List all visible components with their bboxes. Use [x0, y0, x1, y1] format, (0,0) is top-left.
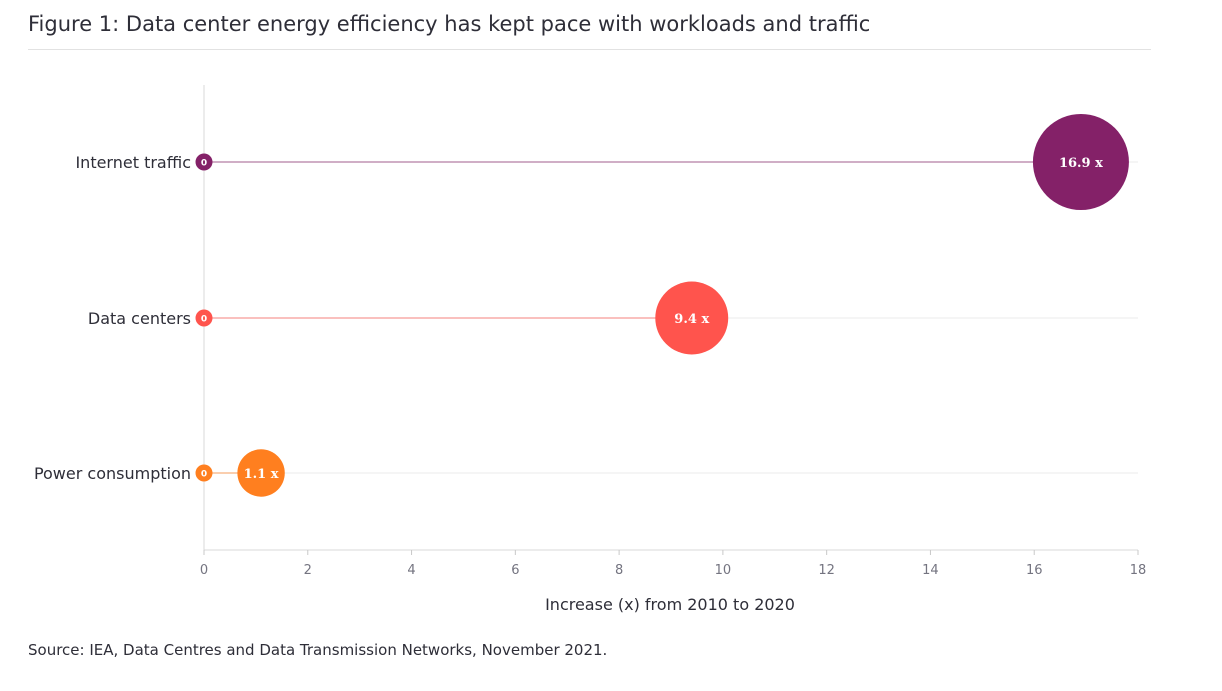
start-value-label: 0 [201, 470, 207, 480]
source-note: Source: IEA, Data Centres and Data Trans… [28, 641, 608, 659]
x-axis: 0 2 4 6 8 10 12 14 16 18 [200, 549, 1147, 578]
end-bubble [655, 281, 729, 355]
chart-title: Figure 1: Data center energy efficiency … [28, 12, 871, 36]
category-label: Power consumption [34, 464, 191, 483]
x-tick-label: 2 [304, 563, 312, 578]
x-tick-label: 8 [615, 563, 623, 578]
x-tick-label: 4 [407, 563, 415, 578]
chart-rows: Internet traffic 0 16.9 x Data centers 0 9.4 … [34, 114, 1129, 497]
x-tick-label: 18 [1130, 563, 1147, 578]
x-tick-label: 16 [1026, 563, 1043, 578]
start-value-label: 0 [201, 315, 207, 325]
row-internet-traffic: Internet traffic 0 16.9 x [75, 114, 1129, 210]
x-tick-label: 6 [511, 563, 519, 578]
start-marker [195, 153, 213, 171]
x-tick-label: 14 [922, 563, 939, 578]
x-tick-label: 12 [818, 563, 835, 578]
x-tick-label: 10 [715, 563, 732, 578]
end-bubble [237, 449, 285, 497]
row-power-consumption: Power consumption 0 1.1 x [34, 449, 285, 497]
row-data-centers: Data centers 0 9.4 x [88, 281, 729, 355]
end-bubble [1032, 114, 1129, 210]
x-tick-label: 0 [200, 563, 208, 578]
x-axis-label: Increase (x) from 2010 to 2020 [545, 595, 795, 614]
category-label: Internet traffic [75, 153, 191, 172]
start-marker [195, 464, 213, 482]
title-divider [28, 49, 1151, 50]
category-label: Data centers [88, 309, 191, 328]
end-value-label: 1.1 x [244, 467, 279, 482]
end-value-label: 16.9 x [1059, 156, 1103, 171]
end-value-label: 9.4 x [674, 312, 709, 327]
start-value-label: 0 [201, 159, 207, 169]
start-marker [195, 309, 213, 327]
